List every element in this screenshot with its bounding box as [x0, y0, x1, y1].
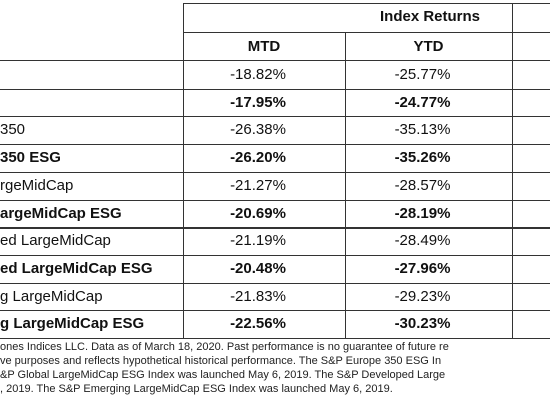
- mtd-value: -18.82%: [230, 66, 286, 83]
- row-label: rgeMidCap: [0, 176, 74, 194]
- group-header: Index Returns: [379, 8, 481, 25]
- footnote-line: &P Global LargeMidCap ESG Index was laun…: [0, 369, 446, 381]
- rule: [183, 32, 550, 33]
- rule: [0, 227, 550, 230]
- row-label: ed LargeMidCap: [0, 232, 111, 250]
- mtd-value: -26.38%: [230, 121, 286, 139]
- ytd-value: -24.77%: [394, 93, 451, 111]
- rule: [183, 3, 550, 4]
- ytd-value: -28.57%: [394, 176, 451, 194]
- row-label: g LargeMidCap: [0, 287, 103, 305]
- rule: [0, 310, 550, 312]
- row-label: argeMidCap ESG: [0, 204, 122, 222]
- mtd-value: -21.27%: [230, 176, 286, 194]
- rule: [512, 3, 513, 338]
- mtd-value: -20.69%: [230, 204, 286, 222]
- rule: [0, 282, 550, 284]
- ytd-value: -29.23%: [394, 287, 451, 305]
- rule: [0, 116, 550, 118]
- row-label: ed LargeMidCap ESG: [0, 259, 153, 277]
- footnote-line: ve purposes and reflects hypothetical hi…: [0, 355, 442, 367]
- rule: [0, 254, 550, 256]
- ytd-value: -28.19%: [394, 204, 451, 222]
- rule: [0, 338, 550, 339]
- rule: [345, 32, 346, 338]
- column-header: MTD: [247, 38, 281, 55]
- row-label: g LargeMidCap ESG: [0, 315, 145, 333]
- mtd-value: -17.95%: [230, 93, 286, 111]
- mtd-value: -20.48%: [230, 259, 286, 277]
- row-label: 350: [0, 121, 26, 139]
- ytd-value: -35.26%: [394, 149, 451, 167]
- rule: [0, 88, 550, 90]
- mtd-value: -26.20%: [230, 149, 286, 167]
- footnote-line: ones Indices LLC. Data as of March 18, 2…: [0, 341, 449, 353]
- mtd-value: -22.56%: [230, 315, 286, 333]
- rule: [0, 60, 550, 61]
- column-header: YTD: [413, 38, 444, 55]
- mtd-value: -21.83%: [230, 287, 286, 305]
- row-label: 350 ESG: [0, 149, 61, 167]
- rule: [183, 3, 184, 338]
- rule: [0, 171, 550, 173]
- rule: [0, 199, 550, 201]
- ytd-value: -35.13%: [394, 121, 451, 139]
- rule: [0, 144, 550, 146]
- ytd-value: -25.77%: [394, 66, 451, 83]
- ytd-value: -30.23%: [394, 315, 451, 333]
- mtd-value: -21.19%: [230, 232, 286, 250]
- ytd-value: -28.49%: [394, 232, 451, 250]
- footnote-line: , 2019. The S&P Emerging LargeMidCap ESG…: [0, 383, 393, 395]
- ytd-value: -27.96%: [394, 259, 451, 277]
